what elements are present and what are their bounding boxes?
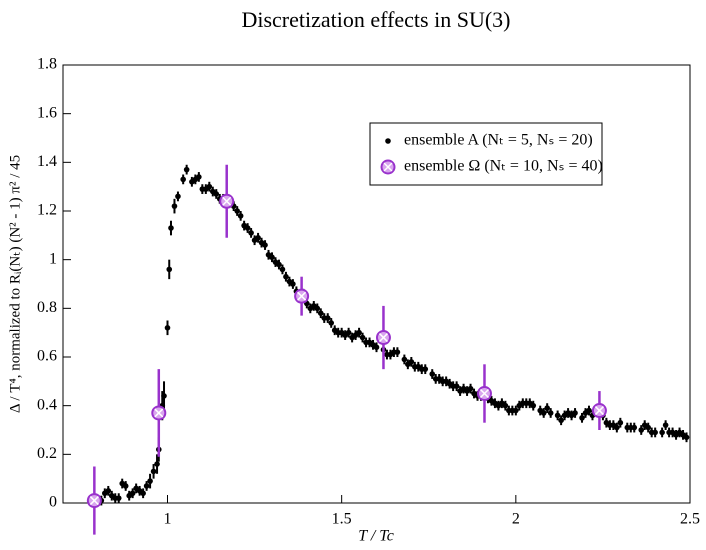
point bbox=[244, 225, 251, 231]
point bbox=[359, 334, 366, 341]
point bbox=[237, 213, 244, 219]
point bbox=[652, 429, 658, 436]
legend-marker bbox=[385, 138, 391, 144]
point bbox=[276, 261, 282, 268]
point bbox=[314, 305, 321, 312]
point bbox=[140, 490, 146, 497]
point bbox=[614, 424, 620, 431]
point bbox=[213, 191, 220, 197]
point bbox=[171, 203, 178, 209]
point-cross bbox=[594, 406, 604, 416]
point bbox=[180, 176, 186, 183]
point bbox=[540, 410, 547, 416]
point-cross bbox=[378, 333, 388, 343]
point bbox=[328, 320, 335, 326]
point bbox=[453, 383, 460, 390]
point bbox=[631, 424, 638, 431]
y-tick-label: 1.8 bbox=[37, 56, 57, 73]
point-cross bbox=[479, 388, 490, 399]
point bbox=[513, 407, 519, 414]
point bbox=[394, 349, 401, 355]
point bbox=[164, 325, 171, 331]
x-tick-label: 2 bbox=[512, 511, 520, 528]
legend-label: ensemble Ω (Nₜ = 10, Nₛ = 40) bbox=[404, 158, 603, 175]
y-tick-label: 1.6 bbox=[37, 104, 57, 121]
point bbox=[206, 183, 213, 190]
point bbox=[579, 415, 585, 421]
point bbox=[502, 402, 509, 409]
y-tick-label: 0.2 bbox=[37, 445, 57, 462]
chart-title: Discretization effects in SU(3) bbox=[241, 7, 510, 32]
point bbox=[408, 359, 415, 365]
y-tick-label: 1.2 bbox=[37, 202, 57, 219]
point bbox=[683, 434, 690, 441]
point bbox=[544, 405, 550, 411]
point bbox=[143, 483, 150, 489]
point bbox=[255, 234, 261, 241]
plot-frame bbox=[62, 64, 691, 504]
y-tick-label: 1.4 bbox=[37, 153, 57, 170]
point bbox=[638, 427, 645, 433]
point bbox=[547, 410, 554, 416]
point bbox=[324, 315, 331, 321]
point bbox=[147, 478, 153, 484]
point bbox=[283, 273, 289, 280]
point bbox=[166, 266, 173, 273]
point bbox=[234, 208, 240, 214]
point bbox=[662, 422, 669, 428]
point bbox=[129, 490, 136, 497]
point-cross bbox=[154, 408, 164, 418]
point-cross bbox=[222, 196, 232, 206]
point bbox=[617, 419, 624, 426]
point bbox=[356, 329, 362, 336]
point bbox=[279, 266, 286, 273]
y-tick-label: 0.6 bbox=[37, 348, 57, 365]
x-axis-label: T / Tc bbox=[358, 528, 394, 545]
y-axis-label: Δ / T⁴, normalized to Rᵢ(Nₜ) (N² - 1) π²… bbox=[7, 155, 23, 413]
point bbox=[115, 495, 122, 501]
point bbox=[429, 371, 436, 377]
point bbox=[572, 410, 578, 416]
point bbox=[290, 281, 296, 287]
point bbox=[262, 242, 268, 248]
point bbox=[168, 225, 174, 231]
legend-marker-cross bbox=[383, 162, 393, 172]
point bbox=[401, 356, 408, 363]
point bbox=[422, 366, 429, 372]
point bbox=[183, 166, 190, 173]
point bbox=[659, 429, 665, 436]
point bbox=[554, 412, 561, 419]
y-tick-label: 1 bbox=[49, 250, 57, 267]
point bbox=[373, 344, 380, 351]
y-tick-label: 0.8 bbox=[37, 299, 57, 316]
x-tick-label: 1 bbox=[164, 511, 172, 528]
point bbox=[530, 402, 537, 409]
point bbox=[269, 254, 275, 261]
point-cross bbox=[297, 291, 307, 301]
point bbox=[154, 461, 160, 467]
point bbox=[345, 329, 352, 336]
x-tick-label: 1.5 bbox=[332, 511, 352, 528]
x-tick-label: 2.5 bbox=[680, 511, 700, 528]
point bbox=[317, 310, 324, 317]
point bbox=[196, 174, 202, 180]
point bbox=[150, 468, 157, 475]
point bbox=[248, 230, 254, 236]
point bbox=[467, 385, 474, 392]
point-cross bbox=[89, 496, 99, 506]
point bbox=[161, 393, 167, 399]
point bbox=[105, 488, 112, 494]
point bbox=[175, 193, 181, 200]
point bbox=[645, 424, 651, 431]
legend-label: ensemble A (Nₜ = 5, Nₛ = 20) bbox=[404, 132, 593, 149]
point bbox=[558, 417, 564, 424]
point bbox=[122, 483, 129, 489]
legend-box bbox=[369, 122, 603, 186]
y-tick-label: 0 bbox=[49, 494, 57, 511]
y-tick-label: 0.4 bbox=[37, 396, 57, 413]
point bbox=[586, 407, 592, 414]
